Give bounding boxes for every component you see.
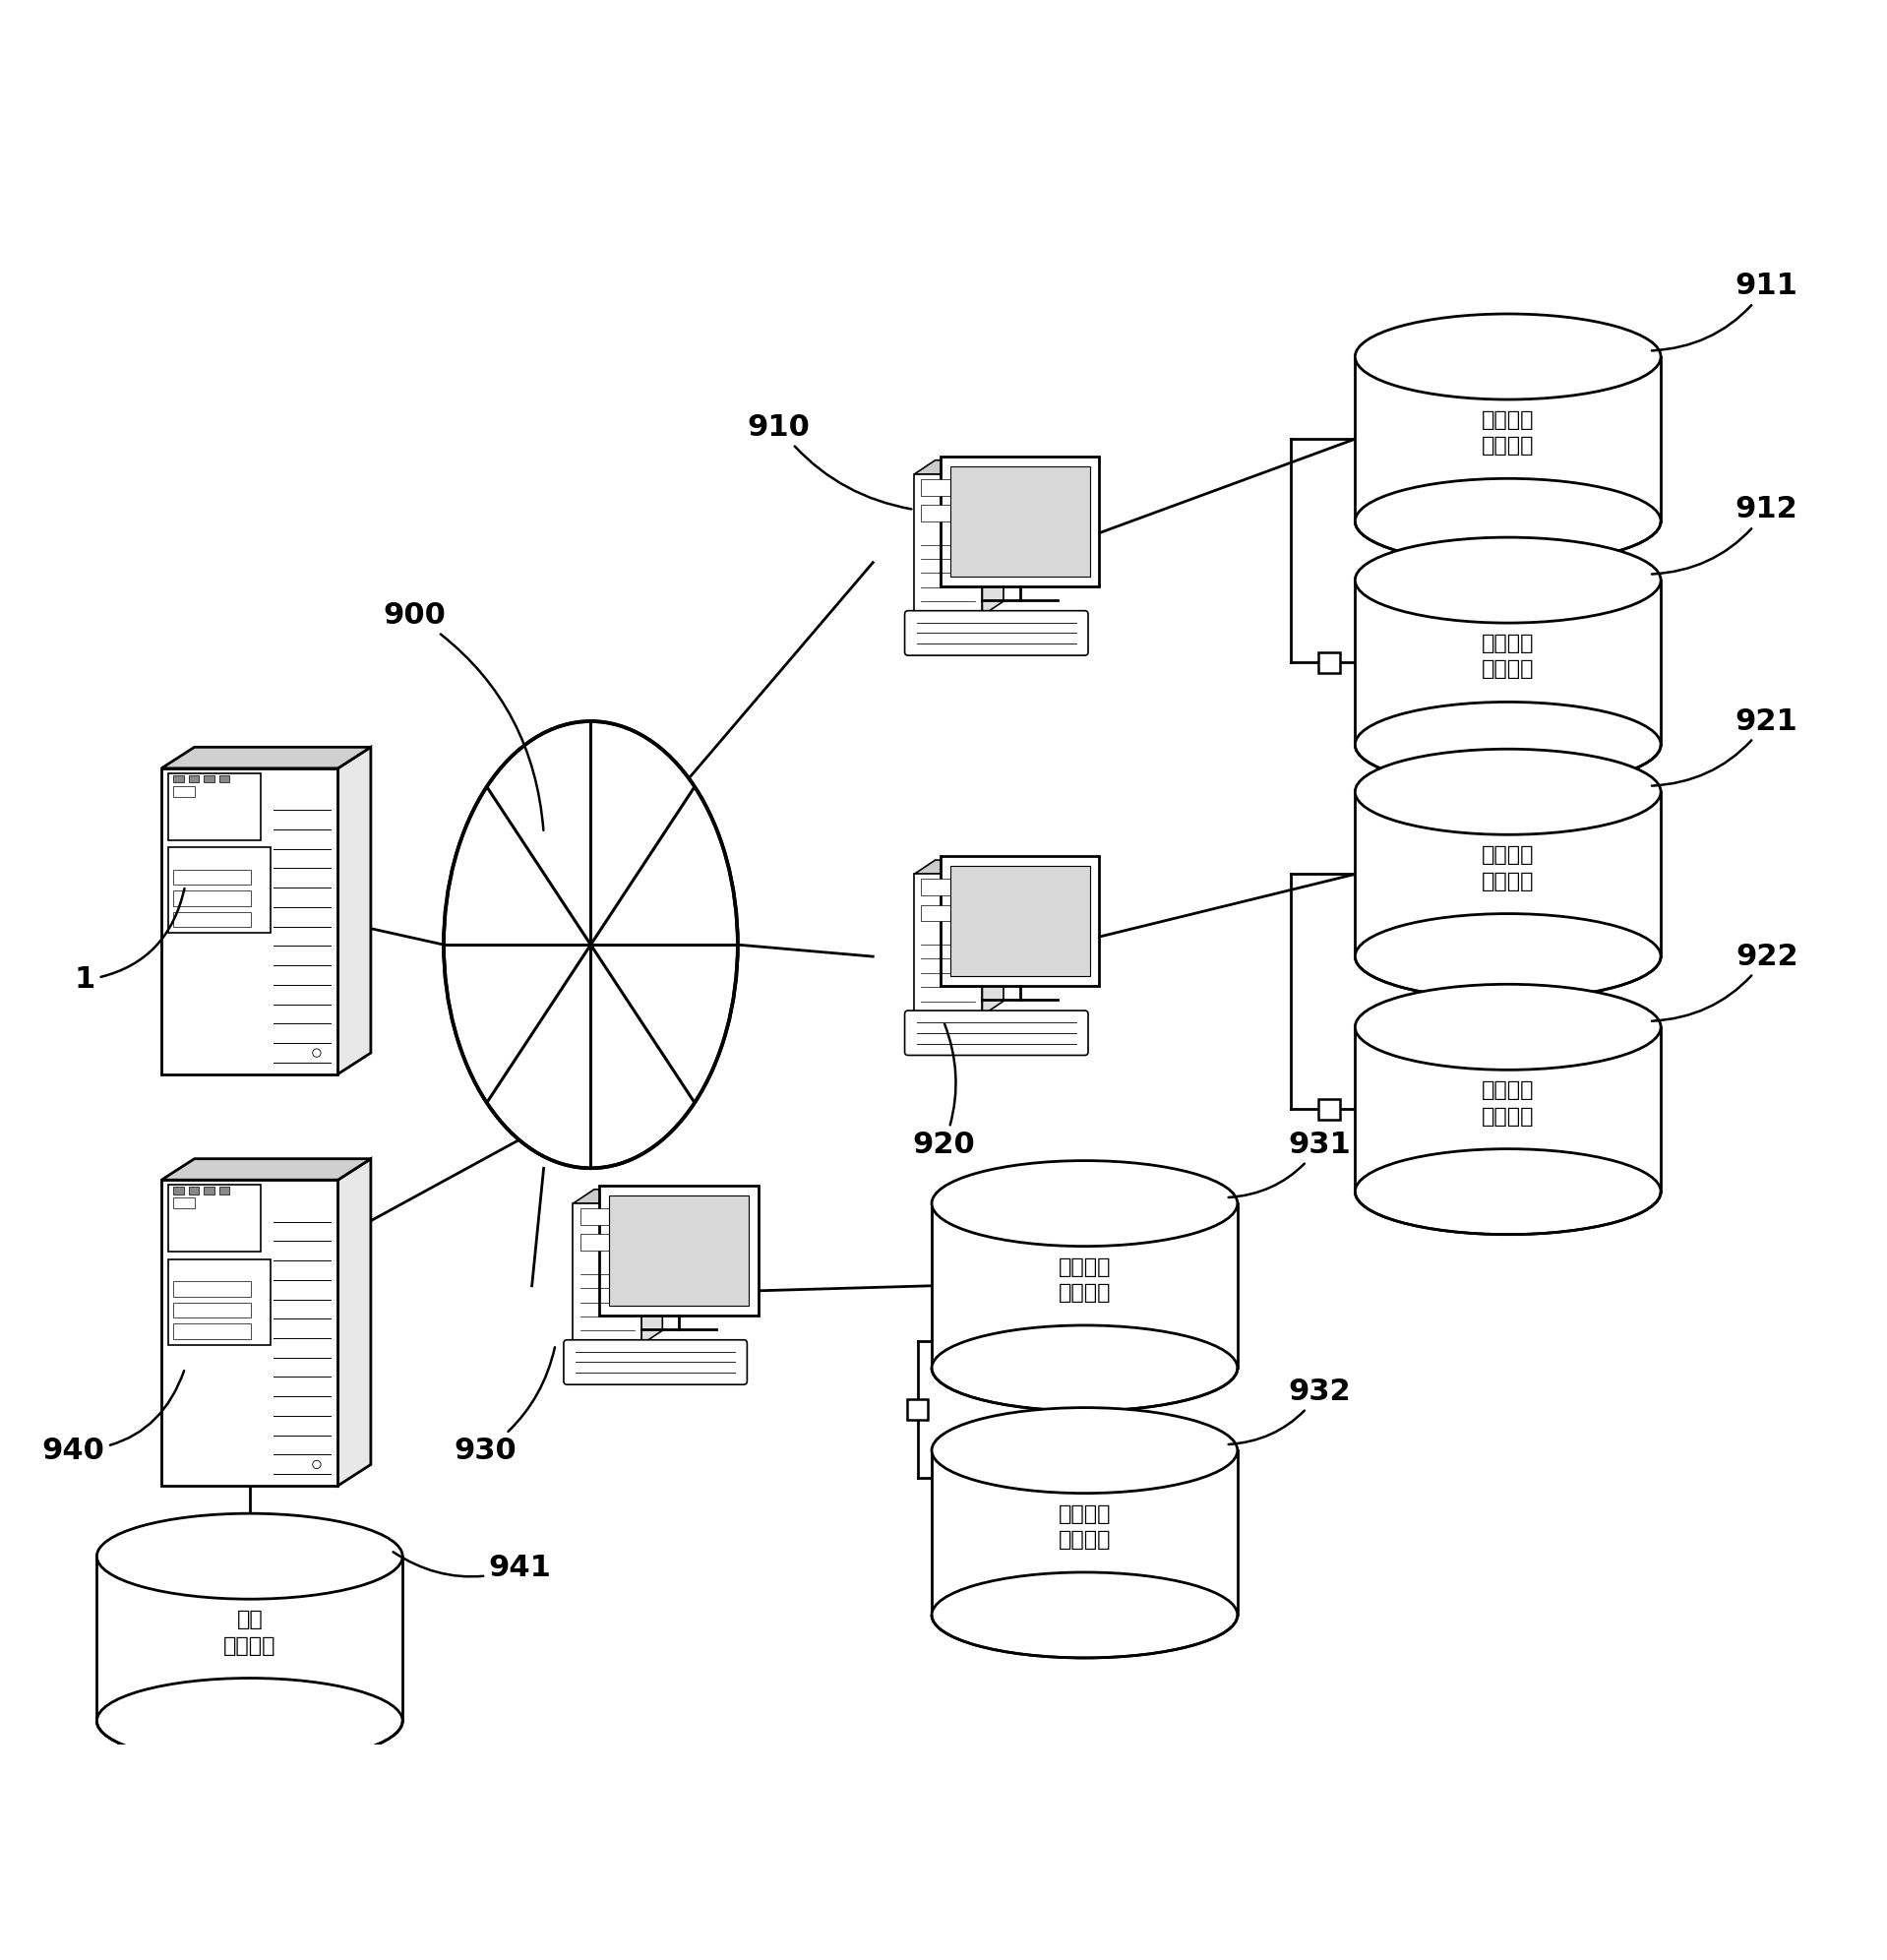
Polygon shape bbox=[162, 1158, 372, 1180]
Text: 941: 941 bbox=[392, 1552, 551, 1582]
Ellipse shape bbox=[443, 721, 738, 1168]
Text: 专利分类
存储装置: 专利分类 存储装置 bbox=[1059, 1503, 1111, 1550]
FancyBboxPatch shape bbox=[168, 1258, 272, 1345]
Text: 专利分类
存储装置: 专利分类 存储装置 bbox=[1481, 633, 1534, 680]
FancyBboxPatch shape bbox=[174, 1323, 251, 1339]
Text: 1: 1 bbox=[75, 888, 185, 994]
FancyBboxPatch shape bbox=[921, 906, 976, 921]
Ellipse shape bbox=[1355, 314, 1661, 400]
Text: 920: 920 bbox=[911, 1023, 976, 1158]
Text: 900: 900 bbox=[383, 602, 543, 831]
FancyBboxPatch shape bbox=[913, 474, 983, 615]
Polygon shape bbox=[162, 747, 372, 768]
Polygon shape bbox=[338, 747, 372, 1074]
Text: 美国公报
存储装置: 美国公报 存储装置 bbox=[1481, 845, 1534, 892]
FancyBboxPatch shape bbox=[189, 1188, 200, 1194]
FancyBboxPatch shape bbox=[564, 1341, 747, 1384]
Ellipse shape bbox=[1355, 478, 1661, 564]
FancyBboxPatch shape bbox=[1355, 1027, 1661, 1192]
FancyBboxPatch shape bbox=[600, 1186, 759, 1315]
FancyBboxPatch shape bbox=[174, 1188, 183, 1194]
FancyBboxPatch shape bbox=[168, 847, 272, 933]
Polygon shape bbox=[983, 860, 1004, 1015]
FancyBboxPatch shape bbox=[219, 1188, 230, 1194]
Ellipse shape bbox=[1355, 913, 1661, 1000]
Ellipse shape bbox=[932, 1160, 1238, 1247]
FancyBboxPatch shape bbox=[913, 874, 983, 1015]
FancyBboxPatch shape bbox=[1319, 1100, 1340, 1119]
Ellipse shape bbox=[1355, 1149, 1661, 1235]
FancyBboxPatch shape bbox=[174, 890, 251, 906]
FancyBboxPatch shape bbox=[921, 506, 976, 521]
FancyBboxPatch shape bbox=[904, 612, 1089, 655]
FancyBboxPatch shape bbox=[940, 457, 1100, 586]
FancyBboxPatch shape bbox=[932, 1203, 1238, 1368]
FancyBboxPatch shape bbox=[189, 776, 200, 782]
Text: 912: 912 bbox=[1651, 496, 1798, 574]
FancyBboxPatch shape bbox=[1319, 653, 1340, 672]
FancyBboxPatch shape bbox=[949, 866, 1091, 976]
FancyBboxPatch shape bbox=[574, 1203, 642, 1345]
Ellipse shape bbox=[932, 1572, 1238, 1658]
Ellipse shape bbox=[1355, 537, 1661, 623]
FancyBboxPatch shape bbox=[162, 768, 338, 1074]
FancyBboxPatch shape bbox=[168, 1184, 260, 1252]
FancyBboxPatch shape bbox=[1355, 357, 1661, 521]
Text: 940: 940 bbox=[42, 1370, 185, 1464]
Ellipse shape bbox=[96, 1513, 402, 1599]
FancyBboxPatch shape bbox=[579, 1235, 634, 1250]
Polygon shape bbox=[574, 1190, 662, 1203]
FancyBboxPatch shape bbox=[204, 1188, 215, 1194]
Ellipse shape bbox=[313, 1049, 321, 1056]
FancyBboxPatch shape bbox=[949, 466, 1091, 576]
FancyBboxPatch shape bbox=[174, 776, 183, 782]
FancyBboxPatch shape bbox=[168, 772, 260, 841]
FancyBboxPatch shape bbox=[921, 478, 976, 496]
Text: 专利分类
存储装置: 专利分类 存储装置 bbox=[1481, 1080, 1534, 1127]
Polygon shape bbox=[913, 860, 1004, 874]
Ellipse shape bbox=[1355, 749, 1661, 835]
FancyBboxPatch shape bbox=[219, 776, 230, 782]
Polygon shape bbox=[642, 1190, 662, 1345]
Ellipse shape bbox=[932, 1407, 1238, 1494]
FancyBboxPatch shape bbox=[921, 878, 976, 896]
FancyBboxPatch shape bbox=[174, 911, 251, 927]
FancyBboxPatch shape bbox=[908, 1399, 928, 1419]
FancyBboxPatch shape bbox=[174, 1282, 251, 1296]
Ellipse shape bbox=[1355, 702, 1661, 788]
Text: 内容
存储装置: 内容 存储装置 bbox=[223, 1609, 276, 1656]
Polygon shape bbox=[338, 1158, 372, 1486]
FancyBboxPatch shape bbox=[1355, 792, 1661, 956]
FancyBboxPatch shape bbox=[162, 1180, 338, 1486]
FancyBboxPatch shape bbox=[174, 870, 251, 884]
Ellipse shape bbox=[932, 1325, 1238, 1411]
FancyBboxPatch shape bbox=[174, 786, 194, 796]
Polygon shape bbox=[913, 461, 1004, 474]
Text: 930: 930 bbox=[453, 1347, 555, 1464]
FancyBboxPatch shape bbox=[904, 1011, 1089, 1054]
Text: 910: 910 bbox=[747, 414, 911, 510]
Text: 日本公报
存储装置: 日本公报 存储装置 bbox=[1481, 410, 1534, 457]
Polygon shape bbox=[983, 461, 1004, 615]
Ellipse shape bbox=[96, 1678, 402, 1764]
FancyBboxPatch shape bbox=[174, 1301, 251, 1317]
Text: 911: 911 bbox=[1651, 272, 1798, 351]
Ellipse shape bbox=[1355, 984, 1661, 1070]
FancyBboxPatch shape bbox=[610, 1196, 749, 1305]
FancyBboxPatch shape bbox=[204, 776, 215, 782]
FancyBboxPatch shape bbox=[1355, 580, 1661, 745]
FancyBboxPatch shape bbox=[96, 1556, 402, 1721]
Text: 921: 921 bbox=[1651, 708, 1798, 786]
Ellipse shape bbox=[313, 1460, 321, 1468]
FancyBboxPatch shape bbox=[940, 857, 1100, 986]
FancyBboxPatch shape bbox=[579, 1207, 634, 1225]
Text: 欧洲公报
存储装置: 欧洲公报 存储装置 bbox=[1059, 1256, 1111, 1303]
Text: 931: 931 bbox=[1228, 1131, 1351, 1198]
FancyBboxPatch shape bbox=[932, 1450, 1238, 1615]
Text: 932: 932 bbox=[1228, 1378, 1351, 1445]
FancyBboxPatch shape bbox=[174, 1198, 194, 1207]
Text: 922: 922 bbox=[1651, 943, 1798, 1021]
